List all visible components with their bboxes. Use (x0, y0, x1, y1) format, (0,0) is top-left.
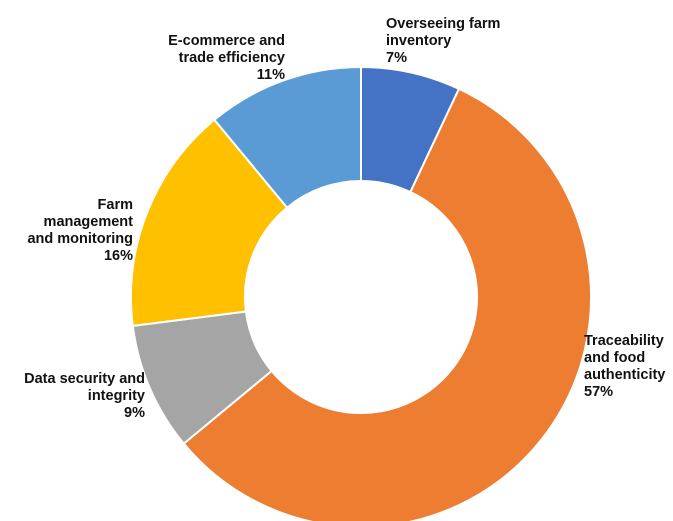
slice-percent-4: 16% (104, 248, 133, 264)
slice-4 (130, 118, 289, 327)
slice-percent-1: 7% (386, 50, 407, 66)
slice-label-line: Overseeing farm (386, 16, 500, 32)
slice-label-line: integrity (88, 388, 145, 404)
slice-label-line: and monitoring (27, 231, 133, 247)
chart-labels: Overseeing farm inventory 7%Traceability an… (24, 16, 665, 421)
slice-percent-2: 57% (584, 384, 613, 400)
slice-label-line: inventory (386, 33, 451, 49)
slice-label-line: Traceability (584, 333, 664, 349)
slice-label-2: Traceability and food authenticity 57% (584, 333, 665, 400)
slice-label-line: management (44, 214, 134, 230)
slice-label-line: E-commerce and (168, 33, 285, 49)
slice-percent-3: 9% (124, 405, 145, 421)
slice-5 (212, 65, 362, 210)
slice-label-1: Overseeing farm inventory 7% (386, 16, 500, 66)
slice-label-line: Farm (98, 197, 133, 213)
slice-2 (182, 87, 592, 521)
slice-label-line: and food (584, 350, 645, 366)
chart-slices (130, 65, 592, 521)
slice-label-4: Farm management and monitoring 16% (27, 197, 133, 264)
slice-label-line: authenticity (584, 367, 665, 383)
slice-label-line: Data security and (24, 371, 145, 387)
slice-percent-5: 11% (257, 67, 285, 83)
slice-label-5: E-commerce and trade efficiency 11% (168, 33, 285, 83)
slice-label-3: Data security and integrity 9% (24, 371, 145, 421)
slice-label-line: trade efficiency (179, 50, 285, 66)
